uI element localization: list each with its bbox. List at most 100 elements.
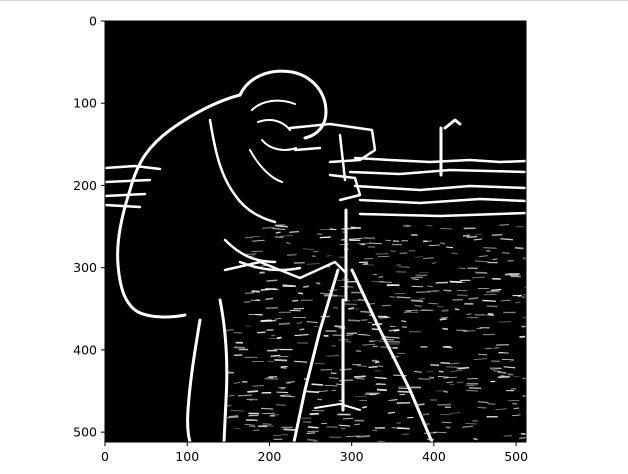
ground-texture-stroke bbox=[437, 375, 449, 378]
ground-texture-stroke bbox=[356, 377, 365, 380]
ground-texture-stroke bbox=[248, 414, 254, 417]
ground-texture-stroke bbox=[306, 321, 318, 324]
ground-texture-stroke bbox=[512, 414, 521, 417]
ground-texture-stroke bbox=[274, 236, 284, 239]
ground-texture-stroke bbox=[414, 304, 422, 307]
ground-texture-stroke bbox=[279, 235, 293, 237]
ground-texture-stroke bbox=[286, 242, 291, 244]
ground-texture-stroke bbox=[397, 390, 410, 393]
ground-texture-stroke bbox=[390, 336, 400, 339]
ground-texture-stroke bbox=[237, 394, 252, 397]
ground-texture-stroke bbox=[289, 230, 299, 233]
y-tick-label: 100 bbox=[73, 96, 97, 111]
ground-texture-stroke bbox=[478, 353, 488, 356]
ground-texture-stroke bbox=[271, 413, 279, 416]
ground-texture-stroke bbox=[442, 327, 449, 330]
person-leg-outline bbox=[186, 298, 229, 442]
ground-texture-stroke bbox=[446, 246, 454, 249]
ground-texture-stroke bbox=[414, 256, 424, 258]
ground-texture-stroke bbox=[497, 375, 510, 379]
ground-texture-stroke bbox=[437, 305, 445, 308]
ground-texture-stroke bbox=[428, 244, 441, 247]
ground-texture-stroke bbox=[523, 293, 526, 296]
ground-texture-stroke bbox=[276, 336, 282, 340]
ground-texture-stroke bbox=[228, 394, 235, 397]
ground-texture-stroke bbox=[257, 331, 266, 334]
ground-texture-stroke bbox=[509, 360, 515, 362]
ground-texture-stroke bbox=[248, 425, 256, 428]
ground-texture-stroke bbox=[230, 410, 245, 412]
ground-texture-stroke bbox=[478, 255, 488, 258]
ground-texture-stroke bbox=[388, 399, 398, 402]
ground-texture-stroke bbox=[372, 345, 378, 348]
ground-texture-stroke bbox=[415, 309, 429, 312]
ground-texture-stroke bbox=[473, 358, 487, 361]
ground-texture-stroke bbox=[294, 360, 308, 363]
y-tick-label: 300 bbox=[73, 260, 97, 275]
ground-texture-stroke bbox=[307, 426, 319, 429]
ground-texture-stroke bbox=[331, 389, 337, 392]
ground-texture-stroke bbox=[283, 395, 295, 398]
tripod-left-leg bbox=[292, 268, 340, 442]
camera-edges bbox=[288, 122, 377, 202]
ground-texture-stroke bbox=[266, 279, 278, 282]
ground-texture-stroke bbox=[343, 303, 357, 306]
tower-edge bbox=[439, 118, 462, 177]
ground-texture-stroke bbox=[362, 406, 367, 409]
ground-texture-stroke bbox=[329, 228, 337, 231]
x-tick-label: 0 bbox=[101, 449, 109, 464]
ground-texture-stroke bbox=[347, 319, 361, 322]
ground-texture-stroke bbox=[422, 413, 430, 416]
ground-texture-stroke bbox=[428, 289, 440, 293]
ground-texture-stroke bbox=[272, 228, 285, 230]
ground-texture-stroke bbox=[379, 317, 391, 319]
ground-texture-stroke bbox=[462, 234, 470, 237]
ground-texture bbox=[224, 223, 526, 442]
ground-texture-stroke bbox=[287, 381, 295, 384]
ground-texture-stroke bbox=[494, 347, 500, 349]
ground-texture-stroke bbox=[324, 384, 338, 387]
ground-texture-stroke bbox=[313, 250, 319, 253]
ground-texture-stroke bbox=[458, 267, 466, 270]
tripod-right-leg bbox=[350, 268, 434, 442]
ground-texture-stroke bbox=[346, 435, 360, 438]
ground-texture-stroke bbox=[438, 370, 444, 373]
ground-texture-stroke bbox=[484, 347, 492, 349]
ground-texture-stroke bbox=[396, 296, 411, 299]
ground-texture-stroke bbox=[491, 233, 503, 237]
y-tick-label: 200 bbox=[73, 178, 97, 193]
ground-texture-stroke bbox=[456, 381, 464, 384]
ground-texture-stroke bbox=[443, 376, 458, 379]
ground-texture-stroke bbox=[286, 253, 297, 257]
ground-texture-stroke bbox=[390, 250, 396, 253]
ground-texture-stroke bbox=[426, 370, 434, 373]
ground-texture-stroke bbox=[492, 258, 498, 260]
ground-texture-stroke bbox=[299, 328, 305, 331]
ground-texture-stroke bbox=[446, 381, 453, 384]
ground-texture-stroke bbox=[442, 421, 452, 424]
ground-texture-stroke bbox=[437, 403, 452, 406]
ground-texture-stroke bbox=[252, 239, 265, 242]
ground-texture-stroke bbox=[375, 252, 389, 255]
ground-texture-stroke bbox=[229, 415, 239, 418]
ground-texture-stroke bbox=[454, 308, 460, 311]
ground-texture-stroke bbox=[449, 362, 460, 365]
ground-texture-stroke bbox=[522, 394, 526, 398]
ground-texture-stroke bbox=[467, 378, 478, 380]
ground-texture-stroke bbox=[226, 416, 239, 419]
ground-texture-stroke bbox=[495, 408, 507, 410]
ground-texture-stroke bbox=[260, 407, 274, 410]
ground-texture-stroke bbox=[309, 412, 319, 416]
ground-texture-stroke bbox=[520, 433, 526, 435]
ground-texture-stroke bbox=[396, 264, 401, 266]
ground-texture-stroke bbox=[466, 235, 478, 239]
ground-texture-stroke bbox=[354, 423, 361, 426]
ground-texture-stroke bbox=[244, 423, 256, 426]
ground-texture-stroke bbox=[473, 238, 482, 241]
ground-texture-stroke bbox=[357, 334, 371, 336]
ground-texture-stroke bbox=[428, 302, 439, 305]
ground-texture-stroke bbox=[404, 311, 412, 313]
ground-texture-stroke bbox=[376, 388, 387, 392]
ground-texture-stroke bbox=[514, 246, 524, 250]
ground-texture-stroke bbox=[427, 285, 434, 288]
